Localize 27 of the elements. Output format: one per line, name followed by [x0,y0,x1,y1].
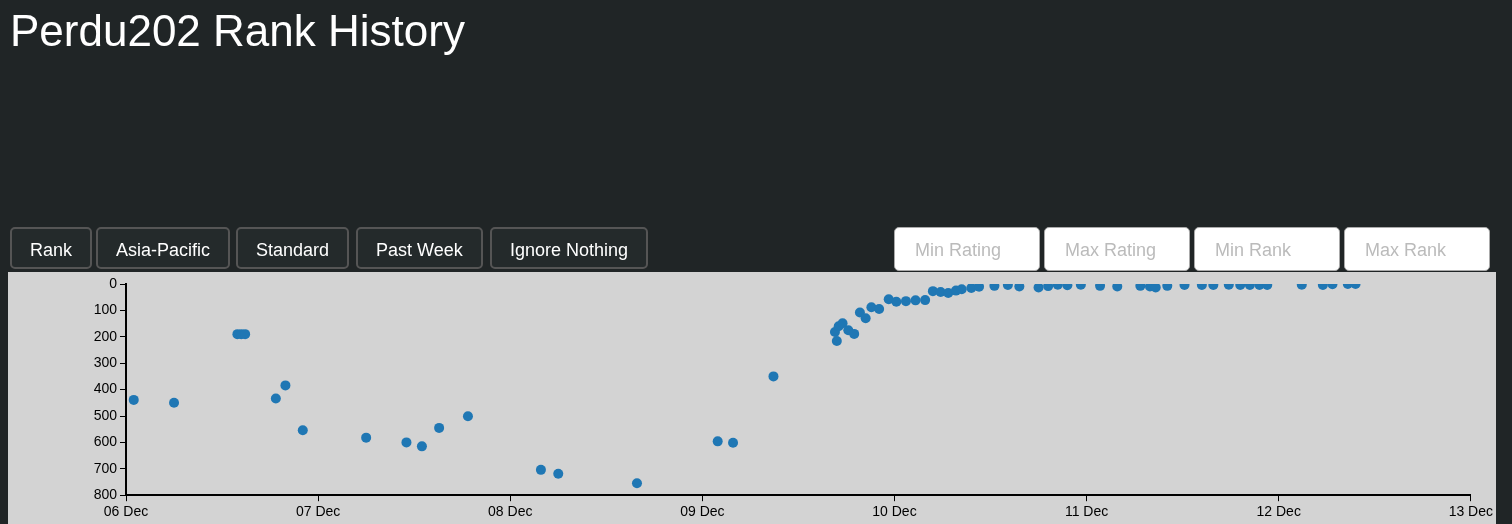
text: Max Rating [1044,227,1190,271]
y-tick-label: 600 [93,433,118,450]
x-tick-label: 08 Dec [488,503,533,520]
text: Ignore Nothing [490,227,649,269]
x-tick-label: 07 Dec [295,503,341,520]
y-tick-label: 800 [93,486,118,503]
text: Asia-Pacific [96,227,231,269]
y-tick-label: 400 [93,380,118,397]
x-tick-label: 06 Dec [103,503,149,520]
x-tick-label: 10 Dec [872,503,917,520]
y-tick-label: 0 [109,274,118,291]
text: Past Week [356,227,483,269]
text: Standard [236,227,350,269]
x-tick-label: 11 Dec [1064,503,1109,520]
y-tick-label: 700 [93,459,118,476]
text: Rank [10,227,93,269]
x-tick-label: 09 Dec [680,503,725,520]
text: Max Rank [1344,227,1490,271]
text: Min Rating [894,227,1040,271]
y-tick-label: 200 [93,327,118,344]
y-tick-label: 300 [93,354,118,371]
x-tick-label: 13 Dec [1448,503,1493,520]
x-tick-label: 12 Dec [1256,503,1301,520]
text: Min Rank [1194,227,1340,271]
chart-title: Perdu202 Rank History [10,6,465,56]
y-tick-label: 100 [93,301,118,318]
y-tick-label: 500 [93,406,118,423]
